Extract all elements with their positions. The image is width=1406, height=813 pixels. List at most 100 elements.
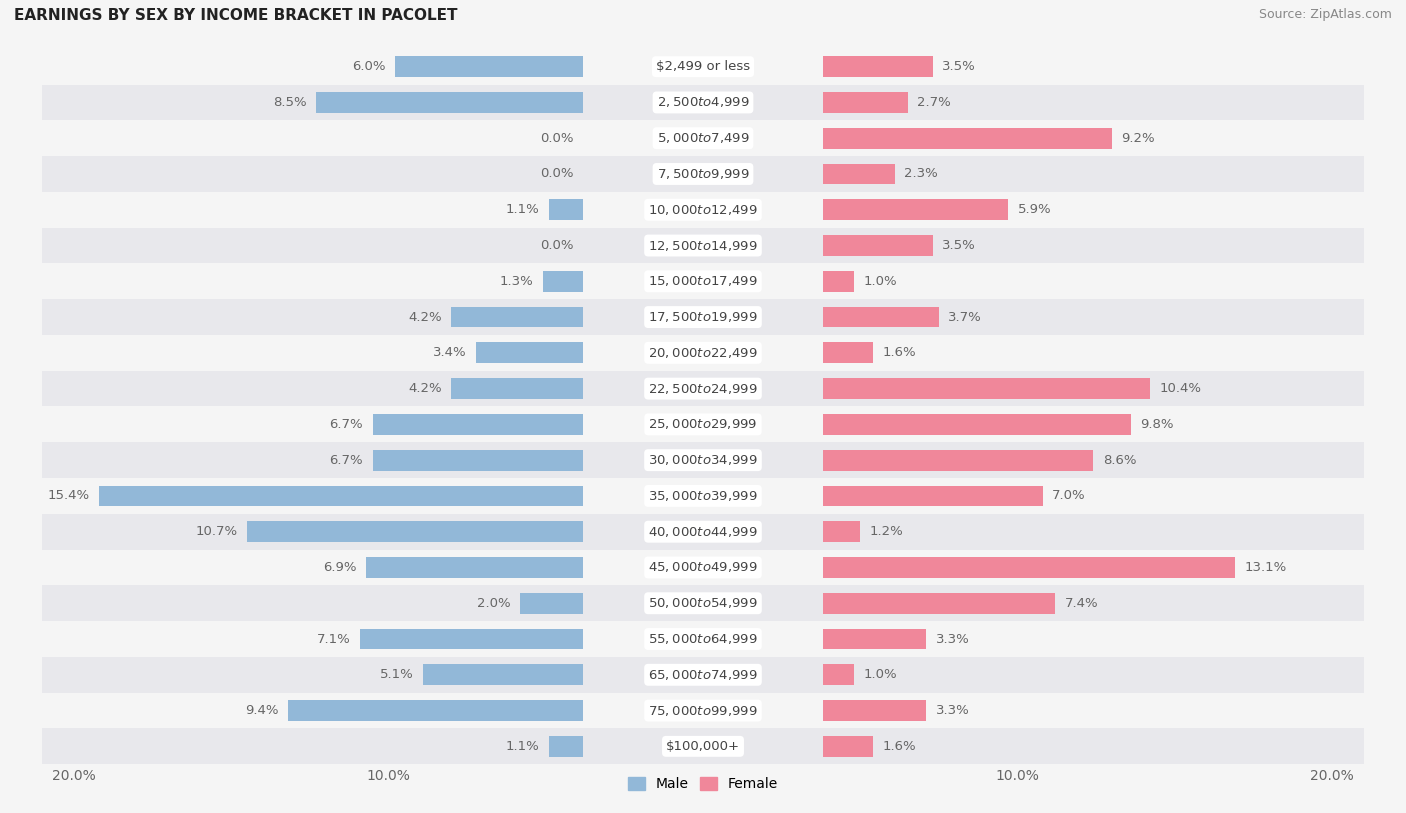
Bar xyxy=(0,299,1406,335)
Bar xyxy=(0,228,1406,263)
Text: 9.8%: 9.8% xyxy=(1140,418,1174,431)
Text: 1.0%: 1.0% xyxy=(863,668,897,681)
Text: $17,500 to $19,999: $17,500 to $19,999 xyxy=(648,310,758,324)
Text: 0.0%: 0.0% xyxy=(540,132,574,145)
Bar xyxy=(543,271,583,292)
Bar xyxy=(0,728,1406,764)
Text: 7.0%: 7.0% xyxy=(1052,489,1085,502)
Text: 3.5%: 3.5% xyxy=(942,60,976,73)
Text: $100,000+: $100,000+ xyxy=(666,740,740,753)
Text: 9.2%: 9.2% xyxy=(1122,132,1156,145)
Bar xyxy=(823,92,907,113)
Bar xyxy=(0,514,1406,550)
Text: $45,000 to $49,999: $45,000 to $49,999 xyxy=(648,560,758,575)
Bar xyxy=(0,442,1406,478)
Bar xyxy=(0,192,1406,228)
Bar xyxy=(823,342,873,363)
Text: 8.6%: 8.6% xyxy=(1102,454,1136,467)
Text: $15,000 to $17,499: $15,000 to $17,499 xyxy=(648,274,758,289)
Bar xyxy=(0,335,1406,371)
Bar xyxy=(548,199,583,220)
Text: 6.9%: 6.9% xyxy=(323,561,357,574)
Text: $10,000 to $12,499: $10,000 to $12,499 xyxy=(648,202,758,217)
Text: EARNINGS BY SEX BY INCOME BRACKET IN PACOLET: EARNINGS BY SEX BY INCOME BRACKET IN PAC… xyxy=(14,8,457,23)
Text: 1.1%: 1.1% xyxy=(506,740,540,753)
Text: 2.0%: 2.0% xyxy=(478,597,510,610)
Text: $12,500 to $14,999: $12,500 to $14,999 xyxy=(648,238,758,253)
Bar xyxy=(823,128,1112,149)
Text: $30,000 to $34,999: $30,000 to $34,999 xyxy=(648,453,758,467)
Bar xyxy=(360,628,583,650)
Text: $2,499 or less: $2,499 or less xyxy=(657,60,749,73)
Bar xyxy=(823,521,860,542)
Bar xyxy=(98,485,583,506)
Bar xyxy=(823,628,927,650)
Text: 10.7%: 10.7% xyxy=(195,525,238,538)
Text: 1.6%: 1.6% xyxy=(883,346,915,359)
Bar xyxy=(823,307,939,328)
Bar xyxy=(373,450,583,471)
Text: $55,000 to $64,999: $55,000 to $64,999 xyxy=(648,632,758,646)
Text: $40,000 to $44,999: $40,000 to $44,999 xyxy=(648,524,758,539)
Bar xyxy=(0,406,1406,442)
Bar xyxy=(823,736,873,757)
Bar xyxy=(0,693,1406,728)
Text: 3.3%: 3.3% xyxy=(936,704,970,717)
Text: $5,000 to $7,499: $5,000 to $7,499 xyxy=(657,131,749,146)
Text: 13.1%: 13.1% xyxy=(1244,561,1286,574)
Bar xyxy=(367,557,583,578)
Text: $7,500 to $9,999: $7,500 to $9,999 xyxy=(657,167,749,181)
Text: 7.1%: 7.1% xyxy=(316,633,350,646)
Text: 3.7%: 3.7% xyxy=(949,311,983,324)
Bar xyxy=(246,521,583,542)
Bar xyxy=(823,56,932,77)
Text: 7.4%: 7.4% xyxy=(1064,597,1098,610)
Bar xyxy=(0,371,1406,406)
Text: 0.0%: 0.0% xyxy=(540,167,574,180)
Text: $35,000 to $39,999: $35,000 to $39,999 xyxy=(648,489,758,503)
Text: $75,000 to $99,999: $75,000 to $99,999 xyxy=(648,703,758,718)
Bar xyxy=(823,664,853,685)
Text: 8.5%: 8.5% xyxy=(273,96,307,109)
Bar xyxy=(823,700,927,721)
Bar xyxy=(823,235,932,256)
Text: 2.7%: 2.7% xyxy=(917,96,950,109)
Bar xyxy=(0,585,1406,621)
Text: $65,000 to $74,999: $65,000 to $74,999 xyxy=(648,667,758,682)
Text: 6.7%: 6.7% xyxy=(329,454,363,467)
Bar xyxy=(0,156,1406,192)
Text: 3.5%: 3.5% xyxy=(942,239,976,252)
Bar xyxy=(823,593,1056,614)
Bar xyxy=(823,199,1008,220)
Text: 1.3%: 1.3% xyxy=(499,275,533,288)
Text: 6.7%: 6.7% xyxy=(329,418,363,431)
Bar xyxy=(0,657,1406,693)
Text: $20,000 to $22,499: $20,000 to $22,499 xyxy=(648,346,758,360)
Bar xyxy=(0,478,1406,514)
Bar xyxy=(0,550,1406,585)
Text: 4.2%: 4.2% xyxy=(408,311,441,324)
Bar xyxy=(823,485,1043,506)
Bar xyxy=(823,271,853,292)
Text: 5.1%: 5.1% xyxy=(380,668,413,681)
Text: 15.4%: 15.4% xyxy=(48,489,90,502)
Bar xyxy=(548,736,583,757)
Text: 1.2%: 1.2% xyxy=(870,525,904,538)
Text: 1.1%: 1.1% xyxy=(506,203,540,216)
Bar xyxy=(0,263,1406,299)
Bar xyxy=(823,557,1234,578)
Bar xyxy=(823,163,896,185)
Bar xyxy=(288,700,583,721)
Bar xyxy=(451,378,583,399)
Bar xyxy=(823,378,1150,399)
Legend: Male, Female: Male, Female xyxy=(623,772,783,797)
Text: 0.0%: 0.0% xyxy=(540,239,574,252)
Bar xyxy=(395,56,583,77)
Text: $50,000 to $54,999: $50,000 to $54,999 xyxy=(648,596,758,611)
Text: 10.4%: 10.4% xyxy=(1160,382,1201,395)
Text: 3.4%: 3.4% xyxy=(433,346,467,359)
Bar xyxy=(423,664,583,685)
Text: 3.3%: 3.3% xyxy=(936,633,970,646)
Bar xyxy=(0,621,1406,657)
Bar xyxy=(316,92,583,113)
